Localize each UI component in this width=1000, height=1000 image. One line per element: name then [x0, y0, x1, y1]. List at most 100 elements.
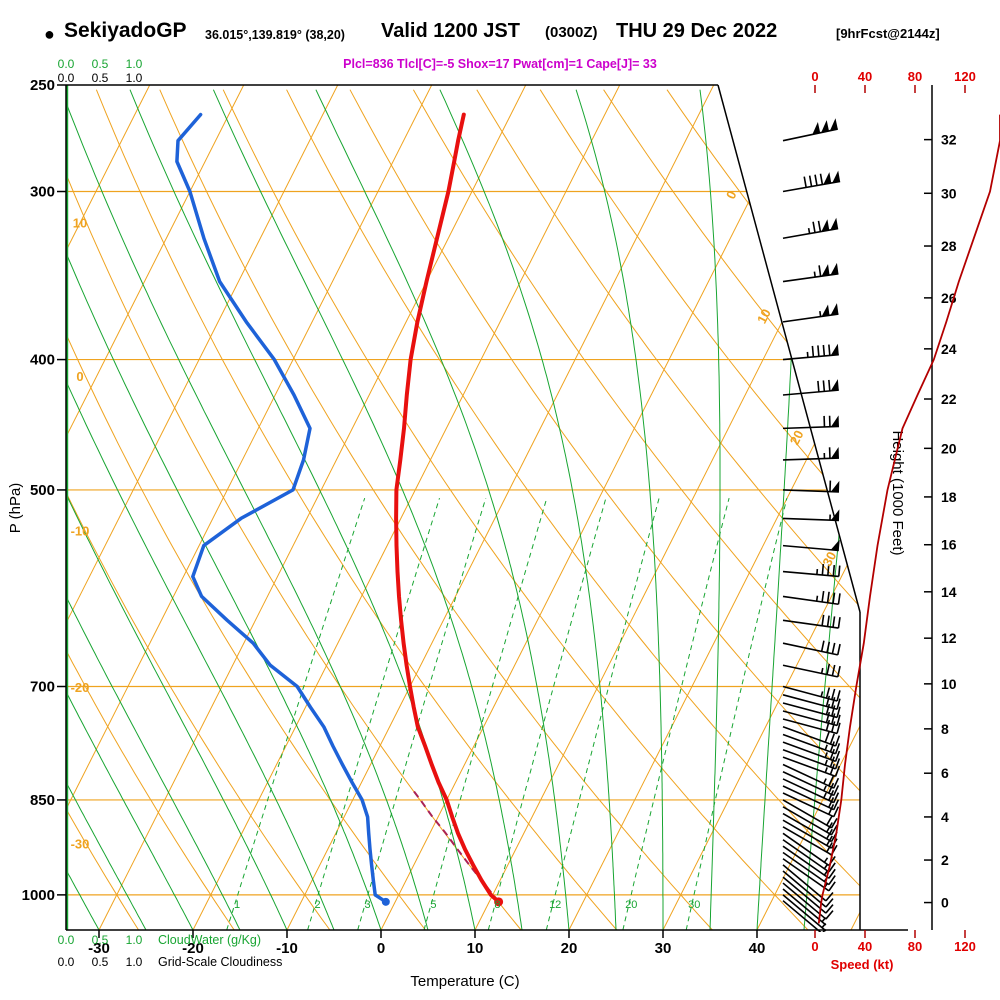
station-name: SekiyadoGP [64, 19, 187, 42]
moist-adiabat-line [66, 89, 429, 930]
isotherm-label: 20 [787, 428, 807, 448]
wind-barb-staff [782, 839, 830, 873]
wind-barb-full [825, 687, 831, 699]
wind-barb-staff [782, 313, 839, 323]
moist-adiabat-line [66, 89, 335, 930]
temperature-tick-label: 10 [467, 940, 484, 957]
wind-barb-half [823, 857, 829, 863]
moist-adiabat-line [66, 89, 382, 930]
wind-barb-staff [782, 733, 836, 755]
wind-barb-full [830, 824, 838, 836]
wind-barb [782, 694, 841, 711]
valid-time-z: (0300Z) [545, 24, 598, 41]
cloudiness-scale-bottom: 0.5 [92, 955, 109, 969]
dry-adiabat-line [539, 89, 860, 930]
dry-adiabat-line [603, 89, 860, 930]
moist-adiabat-line [66, 89, 288, 930]
temperature-tick-label: -30 [88, 940, 110, 957]
valid-date: THU 29 Dec 2022 [616, 20, 778, 42]
wind-barb-half [820, 691, 824, 697]
mixing-ratio-line [685, 497, 788, 930]
wind-barb [782, 882, 834, 920]
wind-barb-staff [782, 812, 832, 843]
wind-barb-half [815, 595, 819, 602]
wind-barb-staff [782, 457, 839, 461]
mixing-ratio-line [487, 497, 607, 930]
dry-adiabat-line [66, 89, 331, 930]
wind-barb-pennant [830, 262, 839, 275]
pressure-tick-label: 400 [30, 352, 55, 369]
surface-temperature-dot [494, 897, 504, 907]
wind-barb-half [824, 744, 828, 751]
temperature-tick-label: -20 [182, 940, 204, 957]
wind-barb-full [825, 719, 831, 731]
wind-barb-full [825, 910, 834, 920]
wind-barb [782, 262, 839, 283]
wind-barb-staff [782, 710, 838, 727]
speed-axis-title: Speed (kt) [831, 957, 894, 972]
wind-barb-pennant [823, 172, 832, 185]
wind-barb [782, 379, 839, 396]
wind-barb-staff [782, 792, 835, 818]
wind-barb-full [833, 799, 840, 811]
wind-barb [782, 640, 841, 656]
dry-adiabat-line [95, 89, 618, 930]
wind-barb-full [828, 875, 836, 886]
wind-barb-staff [782, 845, 830, 879]
wind-barb-staff [782, 489, 839, 493]
wind-barb-full [833, 806, 840, 818]
wind-barb-full [827, 564, 830, 576]
wind-barb-full [826, 591, 830, 603]
isotherm-line [662, 85, 860, 930]
speed-tick-label-top: 120 [954, 69, 976, 84]
wind-barb-pennant [830, 379, 839, 391]
wind-barb-half [807, 228, 811, 234]
dry-adiabat-label: 10 [73, 216, 87, 231]
wind-barb-staff [782, 799, 832, 829]
wind-barb-staff [782, 694, 838, 711]
wind-barb-staff [782, 570, 839, 578]
wind-barb-pennant [821, 264, 830, 277]
wind-barb-full [826, 641, 831, 653]
moist-adiabat-line [66, 89, 194, 930]
wind-barb-staff [782, 882, 827, 920]
cloudiness-scale-top: 0.5 [92, 71, 109, 85]
wind-barb-full [821, 564, 825, 576]
wind-barb-pennant [830, 415, 839, 427]
pressure-axis-title: P (hPa) [7, 483, 24, 534]
cloudiness-scale-bottom: 1.0 [126, 955, 143, 969]
wind-barb-staff [782, 763, 835, 789]
wind-barb-full [828, 775, 835, 787]
wind-barb-staff [782, 851, 830, 886]
wind-barb-full [834, 735, 841, 747]
moist-adiabat-line [699, 89, 721, 930]
height-axis-title: Height (1000 Feet) [889, 430, 906, 555]
height-tick-label: 16 [941, 537, 957, 553]
surface-dewpoint-dot [381, 897, 390, 906]
wind-barb-pennant [830, 509, 840, 521]
wind-barb-full [836, 706, 841, 718]
cloudiness-scale-top: 0.0 [58, 71, 75, 85]
wind-barb-pennant [830, 343, 839, 356]
wind-barb [782, 741, 841, 763]
wind-barb-pennant [830, 217, 839, 230]
wind-barb-full [817, 380, 820, 392]
wind-barb-full [803, 176, 807, 188]
wind-barb-full [837, 617, 841, 629]
moist-adiabat-line [439, 89, 617, 930]
wind-barb-staff [782, 718, 838, 735]
wind-barb-staff [782, 832, 830, 867]
wind-barb-staff [782, 771, 835, 797]
cloudwater-scale-top: 0.5 [92, 57, 109, 71]
height-tick-label: 12 [941, 630, 957, 646]
wind-barb-full [826, 663, 831, 675]
wind-barb-full [825, 703, 831, 715]
height-tick-label: 22 [941, 391, 957, 407]
wind-barb [782, 663, 841, 678]
wind-barb [782, 614, 841, 629]
mixing-ratio-line [226, 497, 366, 930]
isotherm-line [66, 85, 339, 930]
speed-tick-label-top: 80 [908, 69, 922, 84]
wind-barb-full [829, 748, 835, 760]
